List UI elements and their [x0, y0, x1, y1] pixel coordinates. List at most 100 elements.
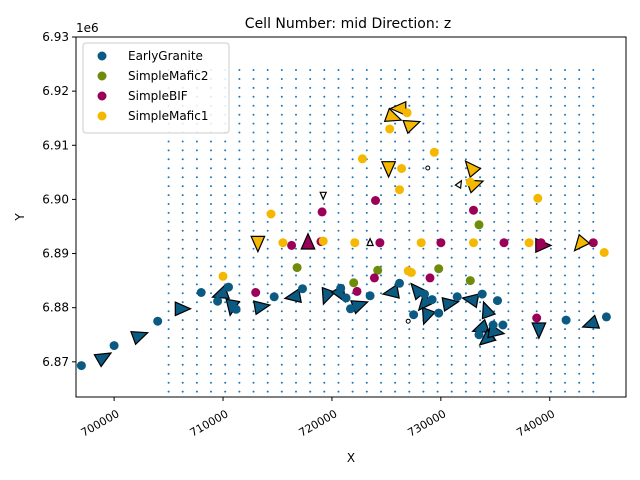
grid-dot	[266, 381, 269, 384]
grid-dot	[493, 167, 496, 170]
grid-dot	[224, 301, 227, 304]
grid-dot	[252, 256, 255, 259]
grid-dot	[549, 167, 552, 170]
grid-dot	[224, 194, 227, 197]
data-marks-layer	[76, 100, 611, 371]
grid-dot	[436, 122, 439, 125]
data-point	[469, 238, 478, 248]
grid-dot	[309, 140, 312, 143]
grid-dot	[578, 310, 581, 313]
grid-dot	[266, 185, 269, 188]
data-point	[409, 310, 419, 320]
grid-dot	[195, 328, 198, 331]
orientation-arrow	[441, 296, 460, 313]
grid-dot	[507, 363, 510, 366]
grid-dot	[181, 301, 184, 304]
grid-dot	[422, 274, 425, 277]
grid-dot	[323, 328, 326, 331]
grid-dot	[309, 256, 312, 259]
grid-dot	[549, 122, 552, 125]
grid-dot	[295, 176, 297, 179]
grid-dot	[422, 104, 425, 107]
grid-dot	[224, 167, 227, 170]
grid-dot	[238, 104, 241, 107]
y-tick-label: 6.89	[42, 247, 69, 261]
grid-dot	[238, 328, 241, 331]
grid-dot	[408, 345, 411, 348]
grid-dot	[564, 390, 566, 393]
grid-dot	[479, 211, 482, 214]
grid-dot	[578, 194, 581, 197]
grid-dot	[535, 95, 538, 98]
grid-dot	[479, 319, 482, 322]
grid-dot	[394, 211, 397, 214]
grid-dot	[422, 78, 425, 80]
grid-dot	[280, 220, 283, 223]
grid-dot	[436, 185, 439, 188]
grid-dot	[450, 328, 453, 331]
grid-dot	[337, 301, 340, 304]
grid-dot	[464, 390, 467, 393]
grid-dot	[549, 337, 552, 339]
grid-dot	[394, 256, 397, 259]
grid-dot	[238, 203, 241, 205]
grid-dot	[549, 176, 552, 179]
data-point	[533, 193, 543, 203]
grid-dot	[195, 301, 198, 304]
grid-dot	[309, 78, 312, 80]
grid-dot	[380, 337, 382, 339]
x-axis-label: X	[347, 451, 355, 465]
grid-dot	[521, 158, 524, 161]
grid-dot	[266, 203, 269, 205]
grid-dot	[309, 211, 312, 214]
grid-dot	[450, 247, 453, 250]
grid-dot	[224, 381, 227, 384]
grid-dot	[337, 310, 340, 313]
grid-dot	[380, 122, 382, 125]
grid-dot	[238, 363, 241, 366]
grid-dot	[280, 354, 283, 357]
grid-dot	[309, 283, 312, 286]
grid-dot	[450, 274, 453, 277]
legend-label: SimpleMafic2	[128, 69, 208, 83]
grid-dot	[210, 185, 212, 188]
grid-dot	[422, 203, 425, 205]
grid-dot	[592, 185, 595, 188]
grid-dot	[521, 310, 524, 313]
grid-dot	[549, 131, 552, 134]
grid-dot	[266, 310, 269, 313]
grid-dot	[337, 274, 340, 277]
grid-dot	[521, 122, 524, 125]
grid-dot	[521, 337, 524, 339]
grid-dot	[408, 328, 411, 331]
grid-dot	[564, 247, 566, 250]
orientation-arrow	[402, 119, 422, 135]
grid-dot	[394, 247, 397, 250]
grid-dot	[337, 185, 340, 188]
grid-dot	[365, 372, 368, 375]
grid-dot	[436, 301, 439, 304]
grid-dot	[195, 229, 198, 232]
grid-dot	[535, 86, 538, 89]
grid-dot	[280, 131, 283, 134]
grid-dot	[521, 265, 524, 268]
grid-dot	[337, 363, 340, 366]
grid-dot	[578, 86, 581, 89]
grid-dot	[436, 203, 439, 205]
grid-dot	[337, 140, 340, 143]
grid-dot	[535, 69, 538, 71]
grid-dot	[507, 345, 510, 348]
grid-dot	[394, 328, 397, 331]
y-tick-label: 6.91	[42, 138, 69, 152]
grid-dot	[266, 131, 269, 134]
grid-dot	[549, 381, 552, 384]
grid-dot	[479, 69, 482, 71]
grid-dot	[507, 354, 510, 357]
grid-dot	[549, 185, 552, 188]
grid-dot	[507, 194, 510, 197]
grid-dot	[337, 78, 340, 80]
grid-dot	[380, 381, 382, 384]
grid-dot	[535, 337, 538, 339]
grid-dot	[238, 238, 241, 241]
grid-dot	[351, 140, 354, 143]
